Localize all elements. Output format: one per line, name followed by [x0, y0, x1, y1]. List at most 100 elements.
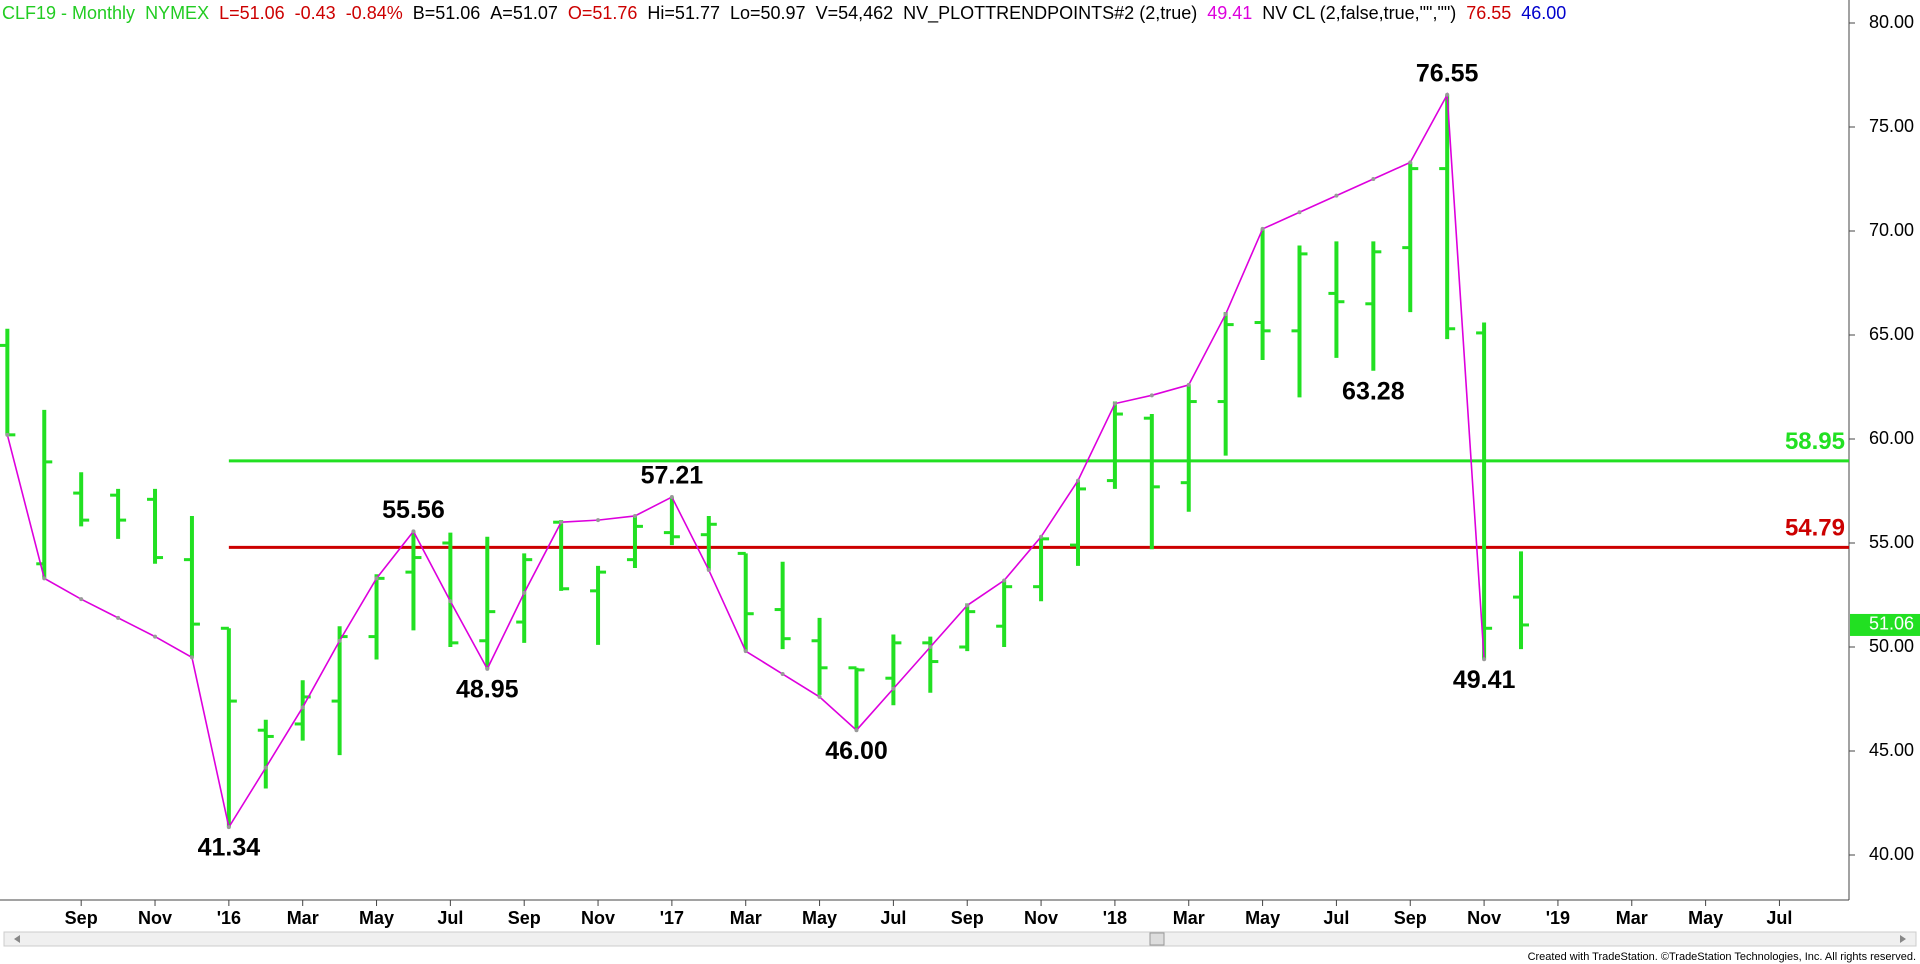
last-price-box	[1850, 613, 1920, 636]
trend-point	[374, 576, 379, 581]
trend-point	[1223, 312, 1228, 317]
pivot-label: 48.95	[456, 675, 519, 703]
x-tick-label: Nov	[581, 908, 615, 928]
scroll-left[interactable]	[14, 935, 20, 943]
trend-point	[706, 568, 711, 573]
scrollbar-thumb[interactable]	[1149, 932, 1165, 946]
header-item: NV CL (2,false,true,"","")	[1262, 3, 1457, 23]
x-tick-label: Jul	[437, 908, 463, 928]
last-price-label: 51.06	[1869, 614, 1914, 634]
trend-point	[153, 634, 158, 639]
header-item: NV_PLOTTRENDPOINTS#2 (2,true)	[903, 3, 1198, 23]
trend-point	[596, 518, 601, 523]
x-tick-label: '17	[660, 908, 684, 928]
x-tick-label: May	[1688, 908, 1723, 928]
x-tick-label: Sep	[508, 908, 541, 928]
x-tick-label: '18	[1103, 908, 1127, 928]
x-tick-label: Nov	[1024, 908, 1058, 928]
y-tick-label: 50.00	[1869, 636, 1914, 656]
trend-point	[1445, 92, 1450, 97]
y-tick-label: 60.00	[1869, 428, 1914, 448]
x-tick-label: Jul	[1323, 908, 1349, 928]
pivot-label: 63.28	[1342, 377, 1405, 405]
y-tick-label: 70.00	[1869, 220, 1914, 240]
trend-point	[1002, 578, 1007, 583]
pivot-label: 55.56	[382, 496, 445, 524]
x-tick-label: Mar	[730, 908, 762, 928]
x-tick-label: Sep	[65, 908, 98, 928]
trend-point	[1482, 657, 1487, 662]
trend-point	[337, 638, 342, 643]
level-label: 58.95	[1785, 428, 1845, 455]
x-tick-label: Nov	[138, 908, 172, 928]
footer: Created with TradeStation. ©TradeStation…	[1528, 951, 1916, 963]
scroll-right[interactable]	[1900, 935, 1906, 943]
trend-point	[1186, 382, 1191, 387]
y-tick-label: 40.00	[1869, 844, 1914, 864]
header-item: B=51.06	[412, 3, 481, 23]
trend-point	[411, 529, 416, 534]
x-tick-label: Mar	[1173, 908, 1205, 928]
x-tick-label: Mar	[1616, 908, 1648, 928]
trend-point	[522, 590, 527, 595]
header-item: NYMEX	[145, 3, 210, 23]
x-tick-label: May	[1245, 908, 1280, 928]
x-tick-label: '16	[217, 908, 241, 928]
pivot-label: 76.55	[1416, 59, 1479, 87]
trend-point	[1334, 193, 1339, 198]
pivot-label: 41.34	[198, 834, 261, 862]
trend-point	[226, 825, 231, 830]
x-tick-label: Jul	[1766, 908, 1792, 928]
x-tick-label: Sep	[951, 908, 984, 928]
trend-point	[300, 705, 305, 710]
y-tick-label: 65.00	[1869, 324, 1914, 344]
trend-point	[116, 615, 121, 620]
y-tick-label: 80.00	[1869, 12, 1914, 32]
x-tick-label: Nov	[1467, 908, 1501, 928]
pivot-label: 49.41	[1453, 666, 1516, 694]
trend-point	[79, 597, 84, 602]
trend-point	[1297, 210, 1302, 215]
trend-point	[485, 666, 490, 671]
trend-point	[928, 645, 933, 649]
header: CLF19 - Monthly NYMEX L=51.06 -0.43 -0.84% B=…	[2, 3, 1576, 24]
x-tick-label: '19	[1546, 908, 1570, 928]
header-item: 46.00	[1521, 3, 1567, 23]
trend-point	[448, 599, 453, 604]
header-item: 76.55	[1466, 3, 1512, 23]
trend-point	[5, 432, 10, 437]
trend-point	[1075, 478, 1080, 483]
trend-point	[817, 694, 822, 699]
header-item: -0.43	[294, 3, 336, 23]
trend-point	[1408, 160, 1413, 165]
trend-point	[1371, 177, 1376, 181]
trend-point	[559, 520, 564, 525]
trend-point	[263, 765, 268, 770]
header-item: 49.41	[1207, 3, 1253, 23]
trend-point	[42, 576, 47, 581]
scrollbar[interactable]	[3, 931, 1917, 947]
header-item: Lo=50.97	[729, 3, 806, 23]
y-tick-label: 45.00	[1869, 740, 1914, 760]
header-item: -0.84%	[345, 3, 403, 23]
trend-point	[743, 649, 748, 654]
trend-point	[1039, 534, 1044, 539]
header-item: A=51.07	[490, 3, 558, 23]
x-tick-label: Mar	[287, 908, 319, 928]
trend-point	[854, 728, 859, 733]
level-label: 54.79	[1785, 515, 1845, 542]
trend-point	[965, 603, 970, 608]
trend-point	[189, 655, 194, 660]
header-item: O=51.76	[567, 3, 638, 23]
trend-point	[1149, 393, 1154, 398]
pivot-label: 57.21	[641, 462, 704, 490]
x-tick-label: Jul	[880, 908, 906, 928]
trend-point	[1260, 226, 1265, 231]
header-item: Hi=51.77	[647, 3, 720, 23]
trend-point	[669, 495, 674, 500]
y-tick-label: 55.00	[1869, 532, 1914, 552]
trend-point	[780, 672, 785, 677]
